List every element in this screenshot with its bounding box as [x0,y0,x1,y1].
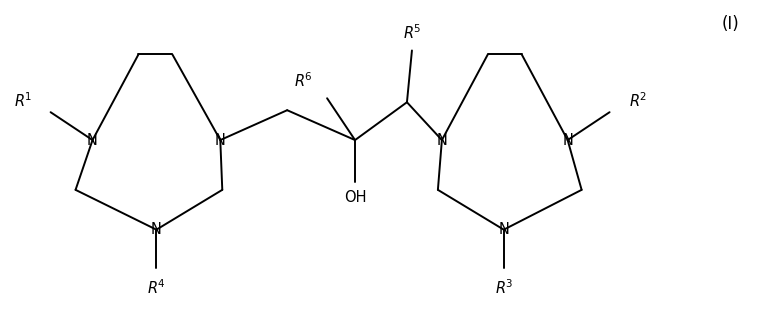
Text: N: N [87,133,98,148]
Text: N: N [498,222,509,237]
Text: N: N [151,222,162,237]
Text: N: N [437,133,447,148]
Text: R$^5$: R$^5$ [403,23,421,42]
Text: (I): (I) [721,15,740,33]
Text: OH: OH [344,190,366,205]
Text: R$^1$: R$^1$ [14,91,32,110]
Text: N: N [215,133,226,148]
Text: R$^4$: R$^4$ [148,278,166,297]
Text: R$^2$: R$^2$ [628,91,646,110]
Text: R$^6$: R$^6$ [294,71,312,90]
Text: N: N [562,133,573,148]
Text: R$^3$: R$^3$ [495,278,512,297]
